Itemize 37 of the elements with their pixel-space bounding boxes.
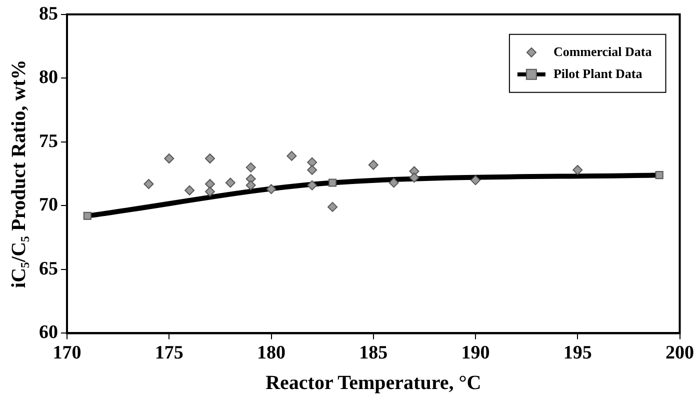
point — [246, 180, 256, 190]
point — [204, 154, 215, 164]
point — [204, 179, 215, 189]
point — [307, 157, 318, 168]
x-tick-label: 195 — [563, 342, 592, 364]
point — [470, 175, 480, 186]
point — [368, 160, 378, 170]
y-tick-label: 75 — [39, 130, 58, 152]
point — [204, 186, 215, 197]
point — [409, 172, 420, 183]
point — [144, 179, 154, 189]
y-tick-label: 60 — [39, 322, 58, 344]
point — [225, 178, 236, 188]
point — [246, 162, 256, 172]
y-tick-label: 65 — [39, 258, 58, 280]
y-tick-label: 70 — [39, 194, 58, 216]
x-tick-label: 200 — [666, 342, 694, 364]
point — [286, 150, 297, 161]
point — [184, 185, 195, 196]
point — [388, 178, 399, 188]
x-tick-label: 180 — [257, 342, 286, 364]
point — [328, 202, 338, 212]
x-tick-label: 190 — [461, 342, 490, 364]
point — [266, 184, 276, 194]
point — [164, 154, 174, 164]
x-tick-label: 185 — [359, 342, 388, 364]
y-axis-title: iC₅/C₅ Product Ratio, wt% — [8, 60, 30, 288]
point — [572, 164, 583, 175]
legend-label: Commercial Data — [553, 44, 652, 59]
y-tick-label: 80 — [39, 67, 58, 88]
x-axis-title: Reactor Temperature, °C — [266, 372, 482, 394]
legend-label: Pilot Plant Data — [553, 66, 643, 81]
x-tick-label: 170 — [52, 342, 82, 364]
x-tick-label: 175 — [154, 342, 184, 364]
point — [307, 164, 318, 175]
y-tick-label: 85 — [39, 3, 58, 24]
point — [307, 180, 318, 190]
